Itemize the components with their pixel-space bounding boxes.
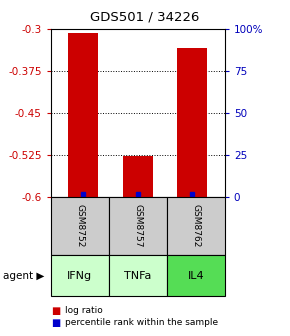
Text: GSM8762: GSM8762 [191, 204, 200, 248]
Text: IL4: IL4 [187, 270, 204, 281]
Bar [68, 33, 98, 197]
Text: log ratio: log ratio [65, 306, 103, 315]
Text: TNFa: TNFa [124, 270, 151, 281]
Text: ■: ■ [51, 318, 60, 328]
Text: percentile rank within the sample: percentile rank within the sample [65, 318, 218, 327]
Text: GSM8757: GSM8757 [133, 204, 142, 248]
Bar [177, 48, 207, 197]
Text: agent ▶: agent ▶ [3, 270, 44, 281]
Text: ■: ■ [51, 306, 60, 316]
Text: GDS501 / 34226: GDS501 / 34226 [90, 11, 200, 24]
Text: IFNg: IFNg [67, 270, 92, 281]
Text: GSM8752: GSM8752 [75, 204, 84, 248]
Bar [123, 156, 153, 197]
